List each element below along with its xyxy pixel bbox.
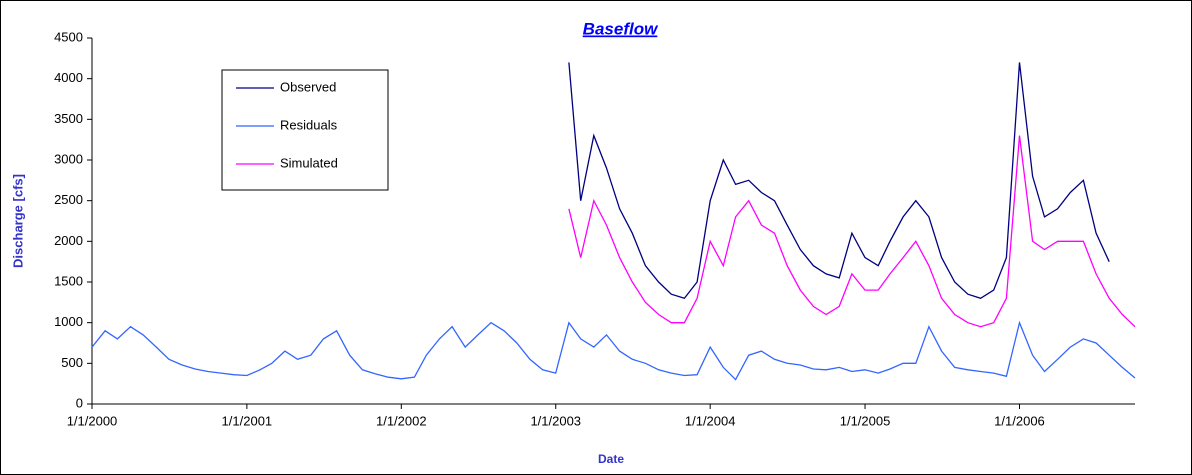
y-axis-label: Discharge [cfs] xyxy=(10,174,25,268)
x-tick-label: 1/1/2006 xyxy=(994,413,1045,428)
y-tick-label: 4500 xyxy=(54,29,83,44)
x-tick-label: 1/1/2004 xyxy=(685,413,736,428)
y-tick-label: 0 xyxy=(76,395,83,410)
y-tick-label: 2000 xyxy=(54,233,83,248)
series-line xyxy=(568,62,1110,300)
y-tick-label: 4000 xyxy=(54,70,83,85)
y-tick-label: 1500 xyxy=(54,273,83,288)
series-line xyxy=(91,320,1136,381)
legend-box xyxy=(221,69,389,191)
x-axis-label: Date xyxy=(598,452,624,466)
legend-label: Simulated xyxy=(280,155,338,170)
legend-label: Observed xyxy=(280,79,336,94)
x-tick-label: 1/1/2003 xyxy=(530,413,581,428)
y-tick-label: 3000 xyxy=(54,151,83,166)
chart-title: Baseflow xyxy=(583,19,659,38)
y-tick-label: 2500 xyxy=(54,192,83,207)
x-tick-label: 1/1/2002 xyxy=(376,413,427,428)
y-tick-label: 1000 xyxy=(54,314,83,329)
series-line xyxy=(568,135,1136,328)
y-tick-label: 3500 xyxy=(54,111,83,126)
x-tick-label: 1/1/2001 xyxy=(222,413,273,428)
x-tick-label: 1/1/2005 xyxy=(840,413,891,428)
legend-label: Residuals xyxy=(280,117,338,132)
x-tick-label: 1/1/2000 xyxy=(67,413,118,428)
y-tick-label: 500 xyxy=(61,355,83,370)
